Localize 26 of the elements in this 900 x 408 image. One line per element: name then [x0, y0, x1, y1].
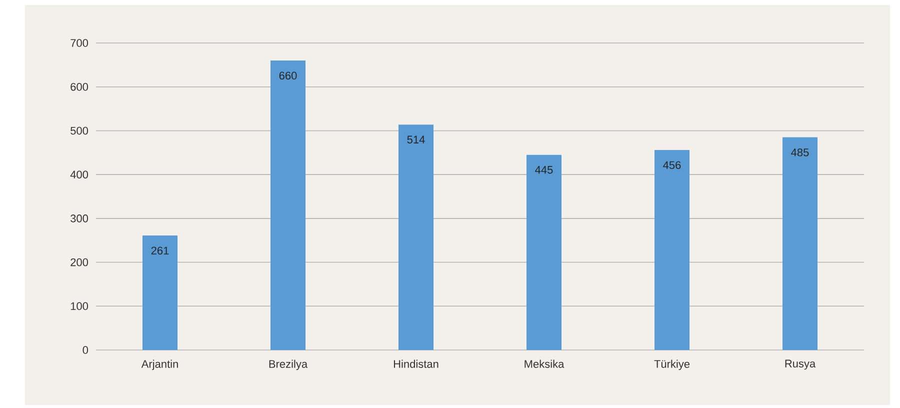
bar — [142, 236, 178, 350]
x-tick-label: Rusya — [785, 360, 816, 370]
y-tick-label: 100 — [70, 302, 88, 310]
y-tick-label: 200 — [70, 258, 88, 266]
x-tick-label: Türkiye — [654, 360, 690, 370]
data-label: 261 — [151, 246, 169, 255]
x-tick-label: Arjantin — [141, 360, 178, 370]
y-tick-label: 700 — [70, 39, 88, 47]
bar — [398, 124, 434, 350]
y-tick-label: 300 — [70, 214, 88, 222]
data-label: 456 — [663, 161, 681, 170]
y-tick-label: 600 — [70, 82, 88, 91]
y-tick-label: 0 — [82, 346, 88, 354]
x-tick-label: Brezilya — [269, 360, 308, 370]
data-label: 485 — [791, 148, 809, 156]
x-tick-label: Hindistan — [394, 360, 438, 368]
bar — [526, 154, 562, 350]
bar — [654, 150, 690, 350]
y-tick-label: 400 — [70, 170, 88, 178]
x-tick-label: Meksika — [524, 360, 564, 368]
data-label: 514 — [407, 136, 425, 144]
bar — [270, 60, 306, 350]
y-tick-label: 500 — [70, 126, 88, 135]
data-label: 445 — [535, 166, 553, 174]
data-label: 660 — [279, 72, 297, 80]
bar — [782, 137, 818, 350]
